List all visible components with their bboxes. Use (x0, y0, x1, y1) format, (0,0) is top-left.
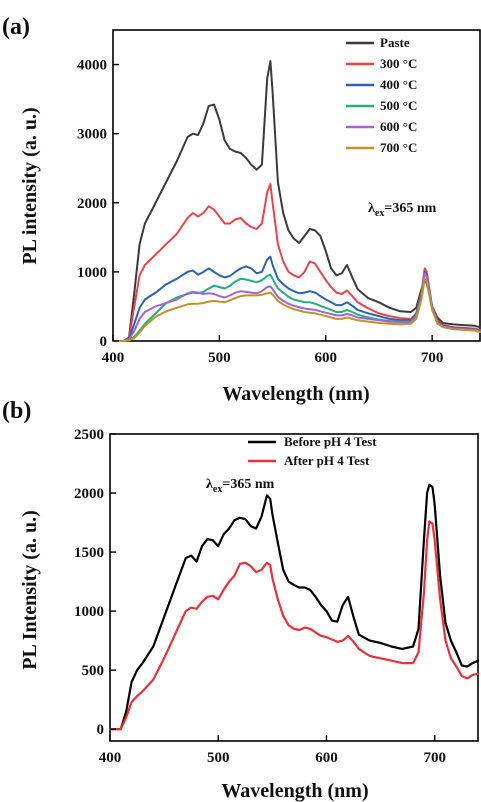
panel-b-x-axis-title: Wavelength (nm) (221, 780, 368, 802)
a-legend-entry: 600 °C (380, 119, 417, 134)
a-series-line-5 (112, 277, 481, 342)
b-x-tick-label: 400 (99, 750, 122, 766)
a-legend-entry: 400 °C (380, 77, 417, 92)
panel-b-series-group (108, 483, 480, 731)
panel-b-ticks: 400 500 600 700 0 500 1000 1500 2000 2500 (74, 427, 446, 766)
panel-a-x-axis-title: Wavelength (nm) (222, 383, 369, 405)
a-x-tick-label: 700 (421, 350, 444, 366)
b-x-tick-label: 700 (423, 750, 446, 766)
a-y-tick-label: 4000 (77, 58, 107, 74)
b-series-line-1 (108, 520, 480, 731)
a-series-line-0 (112, 60, 481, 342)
panel-a-annotation-suffix: =365 nm (384, 201, 436, 216)
a-x-tick-label: 500 (208, 350, 231, 366)
panel-a-chart: (a) 400 500 600 700 0 1000 2000 3000 4000 Wavele… (2, 14, 481, 405)
panel-a-excitation-annotation: λex=365 nm (368, 201, 437, 219)
b-x-tick-label: 600 (315, 750, 338, 766)
b-series-line-0 (108, 483, 480, 731)
b-x-tick-label: 500 (207, 750, 230, 766)
a-y-tick-label: 1000 (77, 265, 107, 281)
panel-b-y-axis-title: PL Intensity (a. u.) (19, 510, 41, 669)
a-y-tick-label: 0 (100, 334, 108, 350)
a-x-tick-label: 600 (315, 350, 338, 366)
panel-a-annotation-sub: ex (375, 208, 384, 219)
a-x-tick-label: 400 (102, 350, 125, 366)
panel-b-annotation-prefix: λ (206, 477, 213, 492)
panel-b-plot-frame (109, 433, 479, 742)
a-y-tick-label: 3000 (77, 127, 107, 143)
panel-b-excitation-annotation: λex=365 nm (206, 477, 275, 495)
b-y-tick-label: 1500 (74, 545, 104, 561)
panel-b-label: (b) (2, 398, 31, 424)
a-legend-entry: 700 °C (380, 140, 417, 155)
b-y-tick-label: 2000 (74, 486, 104, 502)
panel-a-plot-frame (112, 29, 481, 342)
panel-b-annotation-suffix: =365 nm (222, 477, 274, 492)
panel-a-ticks: 400 500 600 700 0 1000 2000 3000 4000 (77, 58, 443, 366)
a-legend-entry: 500 °C (380, 98, 417, 113)
b-y-tick-label: 500 (82, 663, 105, 679)
panel-a-annotation-prefix: λ (368, 201, 375, 216)
b-legend-entry: Before pH 4 Test (284, 434, 377, 449)
panel-a-y-axis-title: PL intensity (a. u.) (19, 107, 41, 264)
a-y-tick-label: 2000 (77, 196, 107, 212)
panel-b-annotation-sub: ex (213, 484, 222, 495)
b-y-tick-label: 0 (97, 722, 105, 738)
a-legend-entry: Paste (380, 35, 410, 50)
panel-b-legend: Before pH 4 Test After pH 4 Test (248, 434, 377, 468)
panel-a-series-group (112, 60, 481, 342)
panel-b-chart: (b) 400 500 600 700 0 500 1000 1500 2000 2500 Wav… (2, 398, 480, 802)
panel-a-legend: Paste 300 °C 400 °C 500 °C 600 °C 700 °C (346, 35, 417, 155)
a-legend-entry: 300 °C (380, 56, 417, 71)
panel-a-label: (a) (2, 14, 30, 40)
b-y-tick-label: 1000 (74, 604, 104, 620)
b-y-tick-label: 2500 (74, 427, 104, 443)
b-legend-entry: After pH 4 Test (284, 453, 370, 468)
